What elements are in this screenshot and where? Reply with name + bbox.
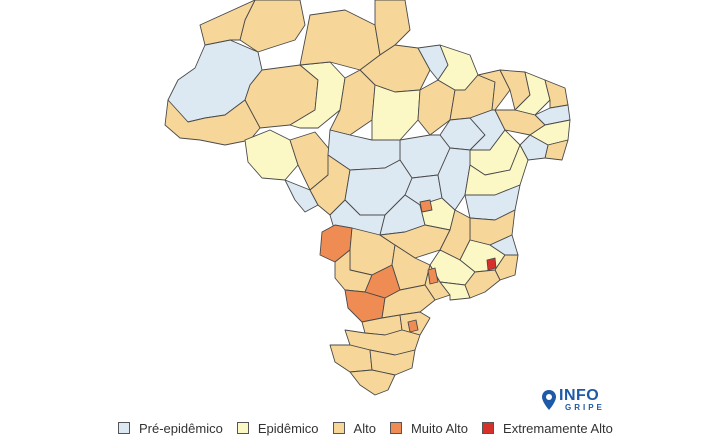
- legend-item-epidemico: Epidêmico: [236, 420, 319, 436]
- legend-label: Epidêmico: [257, 420, 319, 436]
- legend-item-extremamente-alto: Extremamente Alto: [482, 421, 613, 436]
- logo-sub-text: GRIPE: [565, 403, 605, 412]
- region-es: [494, 254, 519, 281]
- region-rn: [544, 79, 569, 109]
- legend-item-muito-alto: Muito Alto: [389, 420, 469, 436]
- legend-swatch: [118, 422, 130, 434]
- logo-main-text: INFO: [559, 387, 600, 404]
- legend-swatch: [389, 422, 402, 434]
- legend-swatch: [332, 422, 345, 434]
- region-acre: [244, 129, 299, 181]
- infogripe-logo: INFO GRIPE: [542, 388, 612, 412]
- region-rondonia-east: [284, 179, 319, 213]
- region-sc-coast: [407, 319, 419, 333]
- legend-label: Alto: [353, 420, 376, 436]
- region-sergipe: [519, 134, 549, 161]
- health-regions: [164, 0, 571, 396]
- legend-swatch: [236, 422, 249, 434]
- legend-label: Extremamente Alto: [503, 420, 613, 436]
- region-pr-east: [427, 267, 439, 285]
- legend-item-alto: Alto: [332, 420, 376, 436]
- region-rs-south: [349, 369, 396, 396]
- region-rs-west: [329, 344, 373, 373]
- region-para-center: [329, 69, 376, 136]
- legend-item-pre-epidemico: Pré-epidêmico: [118, 421, 223, 436]
- legend-label: Pré-epidêmico: [139, 420, 223, 436]
- region-goias-south: [379, 224, 451, 259]
- legend-label: Muito Alto: [410, 420, 469, 436]
- legend-swatch: [482, 422, 495, 434]
- logo-text: INFO GRIPE: [559, 388, 605, 412]
- region-para-east: [371, 84, 421, 141]
- region-rj: [464, 269, 501, 299]
- region-bahia-west: [437, 147, 471, 211]
- region-df: [419, 199, 433, 213]
- region-amazonas-south: [164, 99, 261, 146]
- map-pin-icon: [542, 390, 556, 410]
- region-para-northwest: [299, 9, 381, 71]
- map-legend: Pré-epidêmico Epidêmico Alto Muito Alto …: [118, 418, 627, 438]
- region-rj-metro: [486, 257, 497, 271]
- region-sp-east: [439, 281, 471, 301]
- region-amazonas-north: [199, 0, 256, 46]
- region-amazonas-east: [289, 61, 346, 129]
